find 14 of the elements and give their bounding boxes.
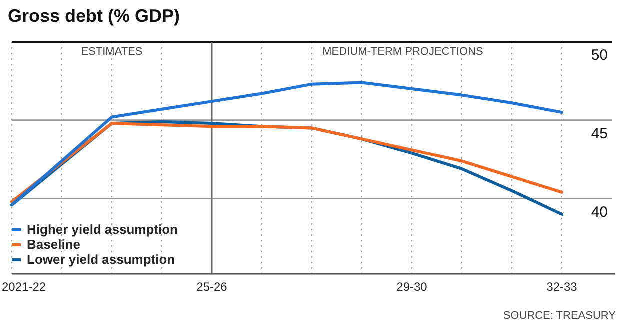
annotation: MEDIUM-TERM PROJECTIONS [322, 46, 484, 58]
y-tick-label: 40 [591, 204, 608, 221]
x-tick-label: 32-33 [546, 280, 578, 294]
y-tick-label: 50 [591, 47, 608, 64]
legend-label: Higher yield assumption [27, 222, 178, 237]
x-tick-label: 29-30 [396, 280, 428, 294]
source-note: SOURCE: TREASURY [503, 310, 617, 322]
chart-title: Gross debt (% GDP) [8, 6, 180, 26]
x-tick-label: 25-26 [196, 280, 228, 294]
y-tick-label: 45 [591, 125, 608, 142]
annotation: ESTIMATES [81, 46, 143, 58]
legend-label: Baseline [27, 237, 80, 252]
x-tick-label: 2021-22 [2, 280, 46, 294]
legend-label: Lower yield assumption [27, 252, 176, 267]
